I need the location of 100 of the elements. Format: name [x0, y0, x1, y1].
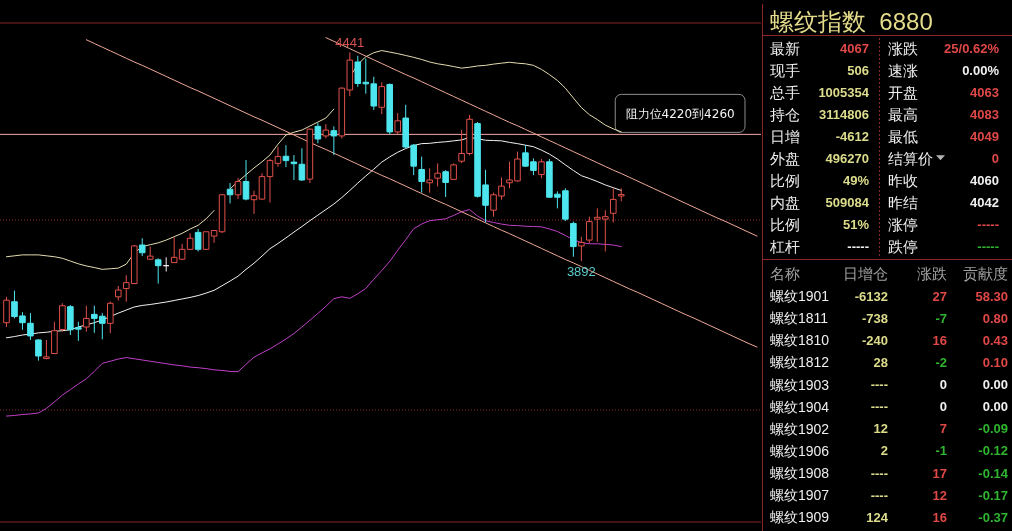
candlestick: [314, 122, 322, 144]
text: 最低: [888, 127, 918, 146]
text: 昨结: [888, 193, 918, 212]
candlestick: [59, 302, 66, 333]
text: 4060: [970, 172, 999, 188]
text: 25/0.62%: [944, 40, 1000, 56]
candlestick: [162, 256, 170, 273]
text: 2: [880, 443, 888, 459]
text: -240: [861, 332, 888, 348]
text: ----: [870, 487, 888, 503]
text: 开盘: [888, 83, 918, 102]
text: 0.00: [982, 377, 1008, 393]
candlestick: [426, 167, 433, 194]
candlestick: [578, 236, 585, 262]
text: 螺纹1906: [770, 442, 830, 459]
text: 124: [866, 509, 889, 525]
text: 0: [991, 150, 999, 166]
text: 最高: [888, 105, 918, 124]
text: 涨停: [888, 215, 918, 234]
text: 496270: [825, 150, 869, 166]
text: ----: [870, 399, 888, 415]
text: 0.00: [982, 399, 1008, 415]
text: 比例: [770, 215, 800, 234]
text: 27: [932, 288, 947, 304]
text: 0.43: [982, 332, 1008, 348]
text: 0.80: [982, 310, 1008, 326]
text: 螺纹指数 6880: [770, 8, 933, 35]
text: 螺纹1810: [770, 332, 830, 349]
text: 506: [847, 62, 869, 78]
candlestick: [234, 177, 242, 200]
candlestick: [442, 169, 449, 198]
text: 0: [939, 377, 947, 393]
candlestick: [266, 158, 274, 203]
text: 持仓: [770, 105, 800, 124]
text: 昨收: [888, 171, 918, 190]
text: 51%: [842, 216, 870, 232]
candlestick: [617, 187, 625, 202]
candlestick: [434, 162, 441, 187]
text: -0.17: [978, 487, 1008, 503]
candlestick: [154, 257, 162, 285]
candlestick: [27, 312, 34, 341]
text: 螺纹1901: [770, 288, 830, 305]
text: -----: [977, 216, 999, 232]
text: 日增仓: [843, 265, 888, 284]
text: 4049: [970, 128, 999, 144]
candlestick: [610, 187, 617, 224]
text: 涨跌: [917, 265, 947, 284]
text: 0: [939, 399, 947, 415]
candlestick: [322, 123, 330, 139]
text: -1: [935, 443, 947, 459]
text: 螺纹1902: [770, 420, 830, 437]
text: -2: [935, 355, 947, 371]
candlestick: [194, 228, 202, 252]
text: 12: [932, 487, 947, 503]
text: 外盘: [770, 149, 800, 168]
text: 17: [932, 465, 947, 481]
candlestick: [306, 128, 314, 184]
text: 贡献度: [963, 265, 1008, 284]
text: 58.30: [975, 288, 1008, 304]
text: -4612: [835, 128, 869, 144]
text: 螺纹1812: [770, 354, 830, 371]
candlestick: [298, 147, 306, 182]
candlestick: [51, 321, 58, 355]
text: 1005354: [818, 84, 870, 100]
text: 跌停: [888, 237, 918, 256]
candlestick: [258, 172, 266, 201]
text: 28: [873, 355, 888, 371]
candlestick: [586, 216, 593, 244]
text: 螺纹1811: [770, 310, 829, 327]
text: 日增: [770, 127, 800, 146]
text: -738: [861, 310, 888, 326]
text: 4067: [840, 40, 869, 56]
annotation: 3892: [566, 264, 596, 280]
text: ----: [870, 465, 888, 481]
text: 0.00%: [962, 62, 1000, 78]
text: 最新: [770, 39, 800, 58]
annotation: 4441: [335, 35, 365, 51]
text: 4063: [970, 84, 999, 100]
text: -----: [847, 238, 869, 254]
text: 509084: [825, 194, 870, 210]
candlestick: [138, 237, 146, 257]
text: 螺纹1908: [770, 464, 830, 481]
text: ----: [870, 377, 888, 393]
candlestick: [250, 190, 258, 215]
text: 4042: [970, 194, 999, 210]
text: 螺纹1904: [770, 398, 830, 415]
text: 现手: [770, 61, 800, 80]
text: -0.37: [978, 509, 1008, 525]
candlestick: [570, 221, 577, 258]
candlestick: [330, 125, 338, 156]
text: 总手: [769, 83, 800, 102]
text: 4083: [970, 106, 999, 122]
text: 螺纹1903: [770, 376, 830, 393]
text: -----: [977, 238, 999, 254]
text: 7: [939, 421, 947, 437]
candlestick: [378, 81, 386, 115]
candlestick: [394, 112, 402, 135]
candlestick: [242, 159, 250, 201]
text: -0.14: [978, 465, 1009, 481]
text: 49%: [842, 172, 870, 188]
